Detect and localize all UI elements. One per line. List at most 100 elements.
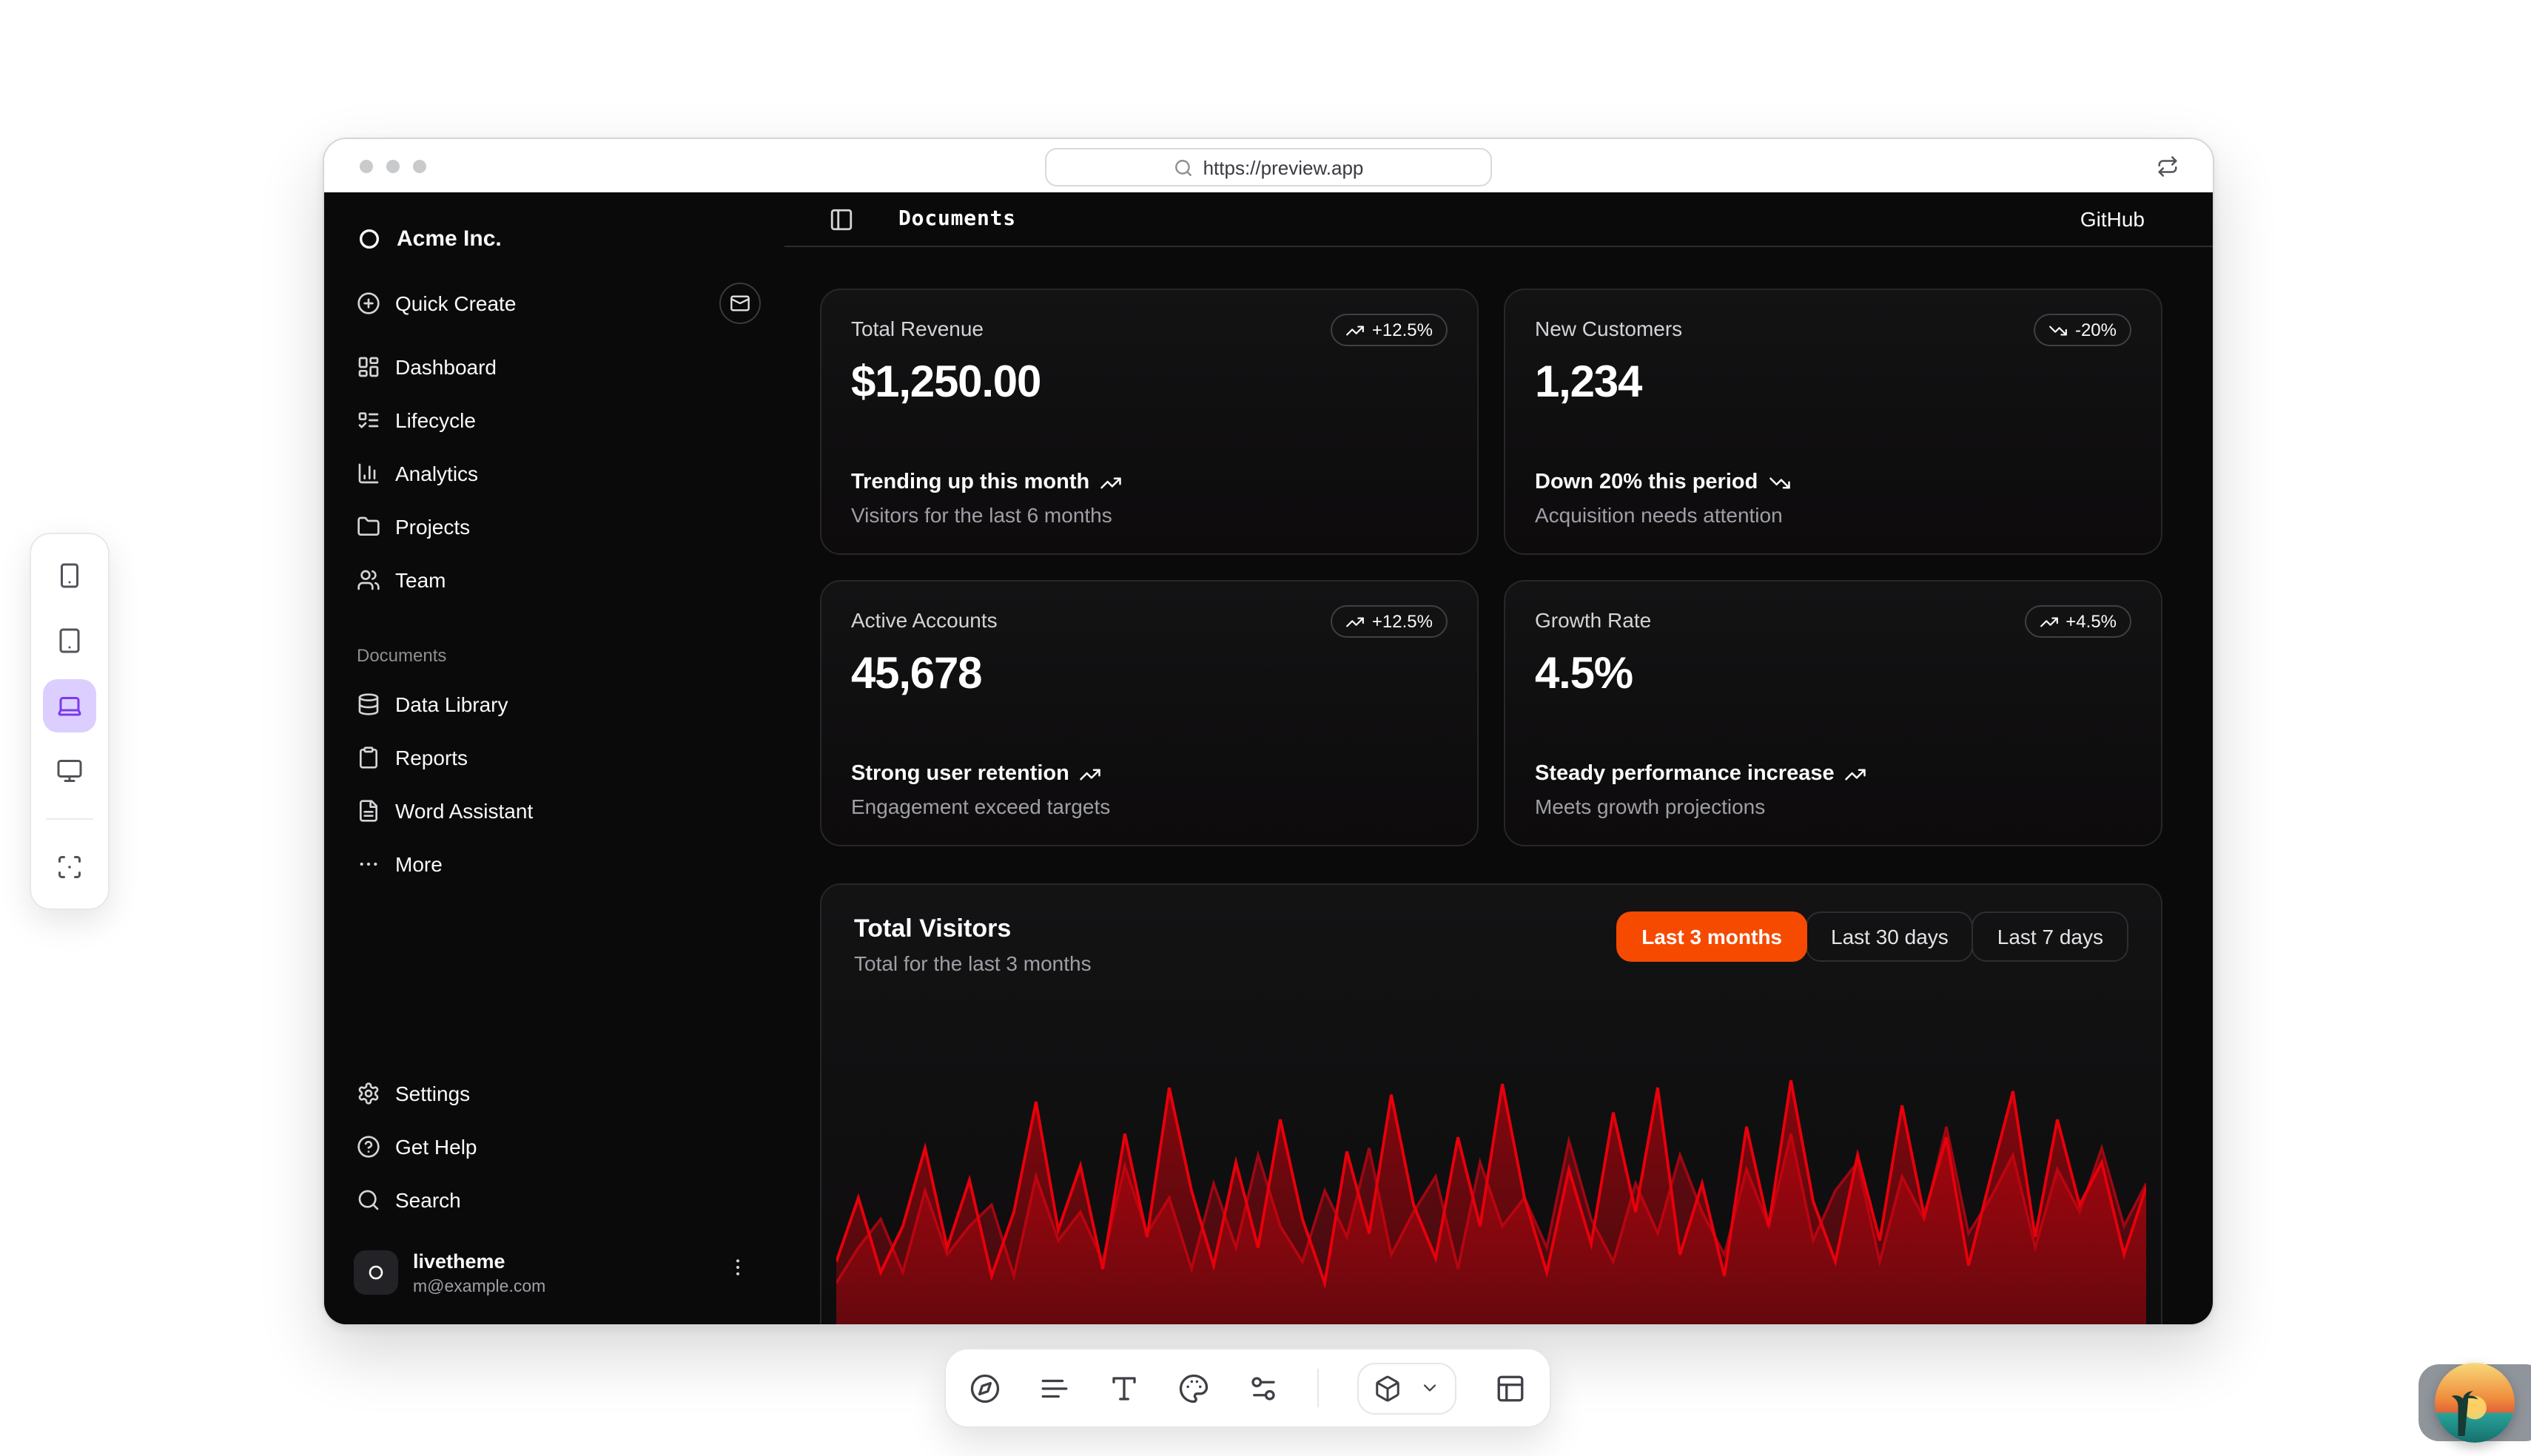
sidebar-item-more[interactable]: More [342,837,767,891]
stat-card-total-revenue: Total Revenue +12.5% $1,250.00 Tren [820,289,1479,555]
sidebar-item-label: Projects [395,515,471,539]
device-smartphone-button[interactable] [43,549,96,602]
github-link[interactable]: GitHub [2080,207,2145,231]
sidebar-item-label: Dashboard [395,355,497,379]
monitor-icon [56,758,83,784]
file-text-icon [357,799,380,823]
stats-grid: Total Revenue +12.5% $1,250.00 Tren [820,289,2162,846]
type-icon [1109,1372,1140,1403]
sidebar-item-get-help[interactable]: Get Help [342,1120,767,1173]
settings-tool-button[interactable] [1248,1372,1279,1403]
browser-window: https://preview.app Acme Inc. Quick Crea… [323,138,2214,1326]
stat-trend-line: Trending up this month [851,471,1448,494]
sidebar-item-label: More [395,852,443,876]
sidebar-item-label: Get Help [395,1135,477,1159]
theme-tool-button[interactable] [1178,1372,1209,1403]
traffic-light-zoom[interactable] [413,160,426,173]
primary-nav: Dashboard Lifecycle Analytics Projects T… [342,340,767,607]
sync-button[interactable] [2157,154,2180,178]
chart-title: Total Visitors [854,914,1012,943]
stat-trend-line: Strong user retention [851,762,1448,786]
device-monitor-button[interactable] [43,744,96,798]
area-chart [836,1051,2146,1324]
component-picker-button[interactable] [1357,1362,1456,1414]
org-switcher[interactable]: Acme Inc. [342,210,767,266]
user-meta: livetheme m@example.com [413,1250,545,1298]
stat-description: Visitors for the last 6 months [851,503,1112,527]
layout-dashboard-icon [357,355,380,379]
sidebar-item-lifecycle[interactable]: Lifecycle [342,394,767,447]
sidebar-item-data-library[interactable]: Data Library [342,678,767,731]
layout-tool-button[interactable] [1495,1372,1526,1403]
trending-up-icon [1080,763,1102,785]
search-icon [357,1188,380,1212]
traffic-light-minimize[interactable] [386,160,400,173]
sidebar-item-word-assistant[interactable]: Word Assistant [342,784,767,837]
device-laptop-button[interactable] [43,679,96,732]
window-controls [360,160,426,173]
avatar [354,1250,398,1295]
chart-header: Total Visitors Total for the last 3 mont… [821,885,2161,975]
traffic-light-close[interactable] [360,160,373,173]
sidebar-item-label: Search [395,1188,461,1212]
main-area: Documents GitHub Total Revenue [784,192,2213,1324]
stat-value: 4.5% [1535,650,1633,698]
trending-up-icon [1345,320,1365,340]
compass-tool-button[interactable] [969,1372,1001,1403]
device-scan-button[interactable] [43,840,96,894]
org-logo-icon [357,226,382,251]
trend-badge: +12.5% [1330,605,1448,638]
trending-down-icon [2048,320,2068,340]
address-bar[interactable]: https://preview.app [1045,148,1492,186]
stat-card-growth-rate: Growth Rate +4.5% 4.5% Steady perfo [1504,580,2162,846]
page-title: Documents [898,207,1016,231]
stat-value: 1,234 [1535,358,1642,407]
badge-value: +12.5% [1371,320,1433,340]
user-menu-button[interactable] [721,1250,755,1284]
typography-tool-button[interactable] [1109,1372,1140,1403]
sidebar-item-label: Reports [395,746,468,769]
user-menu[interactable]: livetheme m@example.com [342,1241,767,1324]
quick-create-button[interactable]: Quick Create [342,278,767,328]
stat-trend-line: Down 20% this period [1535,471,2131,494]
sidebar-item-reports[interactable]: Reports [342,731,767,784]
gear-icon [357,1082,380,1105]
inbox-button[interactable] [719,283,761,324]
sidebar-item-projects[interactable]: Projects [342,500,767,553]
trend-badge: +12.5% [1330,314,1448,346]
range-last-30-days[interactable]: Last 30 days [1806,911,1974,962]
sliders-icon [1248,1372,1279,1403]
compass-icon [969,1372,1001,1403]
chart-subtitle: Total for the last 3 months [854,951,1092,975]
total-visitors-card: Total Visitors Total for the last 3 mont… [820,883,2162,1324]
stat-trend-text: Trending up this month [851,471,1090,494]
palm-sticker[interactable] [2435,1363,2515,1443]
stat-description: Engagement exceed targets [851,795,1111,818]
range-last-7-days[interactable]: Last 7 days [1972,911,2128,962]
list-todo-icon [357,408,380,432]
help-circle-icon [357,1135,380,1159]
stat-value: $1,250.00 [851,358,1041,407]
stat-value: 45,678 [851,650,983,698]
sidebar-item-settings[interactable]: Settings [342,1067,767,1120]
badge-value: -20% [2074,320,2117,340]
device-tablet-button[interactable] [43,614,96,667]
sidebar-item-team[interactable]: Team [342,553,767,607]
sidebar: Acme Inc. Quick Create Dashboard Lifecyc… [324,192,784,1324]
trending-up-icon [1100,471,1122,493]
chevron-down-icon [1419,1378,1440,1398]
scan-icon [56,854,83,880]
range-last-3-months[interactable]: Last 3 months [1616,911,1807,962]
sidebar-item-search[interactable]: Search [342,1173,767,1227]
stat-card-new-customers: New Customers -20% 1,234 Down 20% t [1504,289,2162,555]
sidebar-toggle-button[interactable] [829,206,854,232]
sidebar-item-dashboard[interactable]: Dashboard [342,340,767,394]
smartphone-icon [56,562,83,589]
stat-title: Growth Rate [1535,608,1652,632]
sidebar-item-analytics[interactable]: Analytics [342,447,767,500]
sidebar-item-label: Lifecycle [395,408,476,432]
content-tool-button[interactable] [1039,1372,1070,1403]
text-lines-icon [1039,1372,1070,1403]
stat-card-active-accounts: Active Accounts +12.5% 45,678 Stron [820,580,1479,846]
